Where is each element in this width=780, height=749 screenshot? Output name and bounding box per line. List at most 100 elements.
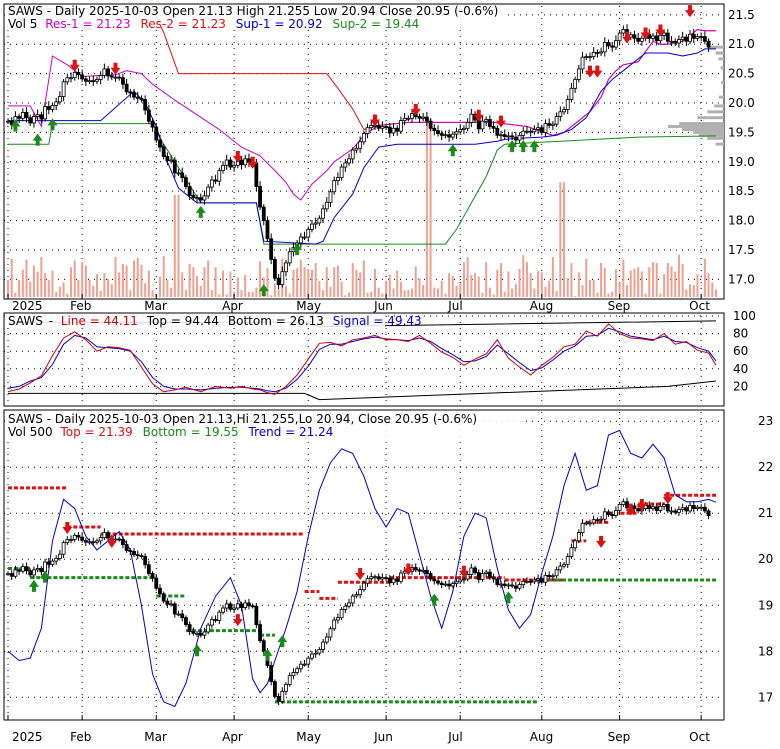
volume-bar bbox=[273, 283, 276, 297]
sell-arrow-icon-shape bbox=[62, 522, 73, 535]
sell-arrow-icon-shape bbox=[640, 27, 651, 40]
price-bar-body bbox=[336, 177, 340, 181]
buy-arrow-icon-shape bbox=[447, 144, 458, 157]
volume-bar bbox=[477, 276, 480, 297]
price-bar-body bbox=[469, 113, 474, 123]
price-bar-body bbox=[662, 32, 667, 36]
trend-price-bar-body bbox=[688, 505, 692, 512]
price-bar-body bbox=[369, 124, 374, 129]
volume-bar bbox=[110, 284, 113, 297]
trend-y-tick-label: 21 bbox=[758, 506, 773, 520]
price-bar-body bbox=[165, 156, 170, 162]
trend-price-bar-body bbox=[158, 587, 162, 595]
trend-price-bar-body bbox=[525, 580, 529, 583]
price-bar-body bbox=[502, 134, 507, 137]
price-bar-body bbox=[454, 131, 459, 135]
volume-bar bbox=[555, 291, 558, 297]
volume-bar bbox=[81, 262, 84, 297]
trend-price-bar-body bbox=[499, 583, 503, 586]
price-bar-body bbox=[135, 96, 140, 99]
price-bar-body bbox=[124, 83, 129, 93]
volume-bar bbox=[670, 266, 673, 297]
volume-bar bbox=[466, 257, 469, 297]
price-bar-body bbox=[424, 116, 429, 122]
sell-arrow-icon bbox=[584, 65, 595, 78]
trend-price-bar-body bbox=[146, 564, 151, 574]
buy-arrow-icon-shape bbox=[32, 133, 43, 146]
trend-price-bar-body bbox=[458, 579, 463, 583]
volume-bar bbox=[221, 270, 224, 297]
volume-bar bbox=[685, 289, 688, 297]
volume-bar bbox=[388, 274, 391, 297]
trend-price-bar-body bbox=[232, 607, 237, 610]
buy-arrow-icon-shape bbox=[277, 635, 288, 648]
price-bar-body bbox=[450, 133, 455, 138]
trend-price-bar-body bbox=[454, 581, 459, 585]
volume-bar bbox=[537, 270, 540, 297]
price-x-tick-label: Sep bbox=[608, 299, 631, 313]
sell-arrow-icon bbox=[232, 614, 243, 627]
volume-bar bbox=[348, 292, 351, 297]
trend-price-bar-body bbox=[662, 504, 667, 507]
volume-bar bbox=[359, 272, 362, 297]
trend-price-bar-body bbox=[91, 541, 96, 544]
volume-bar bbox=[307, 268, 310, 297]
price-bar-body bbox=[654, 35, 659, 42]
trend-price-bar-body bbox=[50, 560, 55, 565]
volume-bar bbox=[689, 284, 692, 297]
trend-price-bar-body bbox=[584, 522, 589, 525]
buy-arrow-icon-shape bbox=[518, 140, 529, 153]
trend-price-bar-body bbox=[169, 603, 173, 606]
price-bar-body bbox=[517, 134, 522, 141]
price-bar-body bbox=[239, 159, 244, 166]
trend-price-bar-body bbox=[702, 506, 707, 512]
price-bar-body bbox=[317, 217, 322, 224]
sell-arrow-icon-shape bbox=[403, 563, 414, 576]
buy-arrow-icon bbox=[47, 118, 58, 131]
volume-bar bbox=[251, 291, 254, 297]
trend-price-bar-body bbox=[473, 567, 477, 573]
price-bar-body bbox=[258, 186, 262, 208]
volume-bar bbox=[325, 267, 328, 297]
trend-x-tick-label: Jun bbox=[373, 730, 393, 744]
price-y-tick-label: 17.5 bbox=[728, 243, 755, 257]
volume-bar bbox=[296, 268, 299, 297]
price-bar-body bbox=[172, 159, 177, 174]
volume-profile-bar bbox=[679, 122, 724, 126]
sup1-line bbox=[8, 48, 716, 245]
volume-bar bbox=[322, 290, 325, 297]
price-panel-header: SAWS - Daily 2025-10-03 Open 21.13 High … bbox=[5, 4, 505, 31]
trend-price-bar-body bbox=[295, 668, 300, 673]
price-bar-body bbox=[484, 119, 489, 122]
volume-bar bbox=[244, 274, 247, 297]
stochastic-panel-header: SAWS - Line = 44.11 Top = 94.44 Bottom =… bbox=[5, 314, 422, 328]
price-bar-body bbox=[595, 52, 600, 54]
trend-price-bar-body bbox=[588, 522, 592, 525]
trend-price-bar-body bbox=[32, 569, 36, 576]
price-bar-body bbox=[402, 117, 407, 122]
price-y-tick-label: 17.0 bbox=[728, 272, 755, 286]
volume-bar bbox=[551, 257, 554, 297]
volume-bar bbox=[488, 287, 491, 297]
sell-arrow-icon bbox=[232, 150, 243, 163]
price-bar-body bbox=[298, 236, 303, 244]
trend-panel-header: SAWS - Daily 2025-10-03 Open 21.13,Hi 21… bbox=[5, 411, 525, 439]
volume-bar bbox=[47, 280, 50, 297]
volume-bar bbox=[51, 270, 54, 297]
stoch-y-tick-label: 60 bbox=[733, 344, 748, 358]
trend-price-bar-body bbox=[61, 542, 66, 555]
volume-bar bbox=[151, 290, 154, 297]
volume-bar bbox=[99, 291, 102, 297]
price-bar-body bbox=[91, 80, 96, 83]
trend-price-bar-body bbox=[491, 577, 496, 580]
price-bar-body bbox=[384, 126, 388, 128]
price-bar-body bbox=[106, 68, 110, 77]
trend-price-bar-body bbox=[465, 574, 470, 580]
price-bar-body bbox=[198, 197, 203, 201]
trend-price-bar-body bbox=[302, 663, 307, 666]
sell-arrow-icon bbox=[622, 31, 633, 44]
volume-bar bbox=[140, 264, 143, 297]
sell-arrow-icon-shape bbox=[473, 109, 484, 122]
sell-arrow-icon-shape bbox=[110, 62, 121, 75]
volume-bar bbox=[715, 289, 717, 297]
